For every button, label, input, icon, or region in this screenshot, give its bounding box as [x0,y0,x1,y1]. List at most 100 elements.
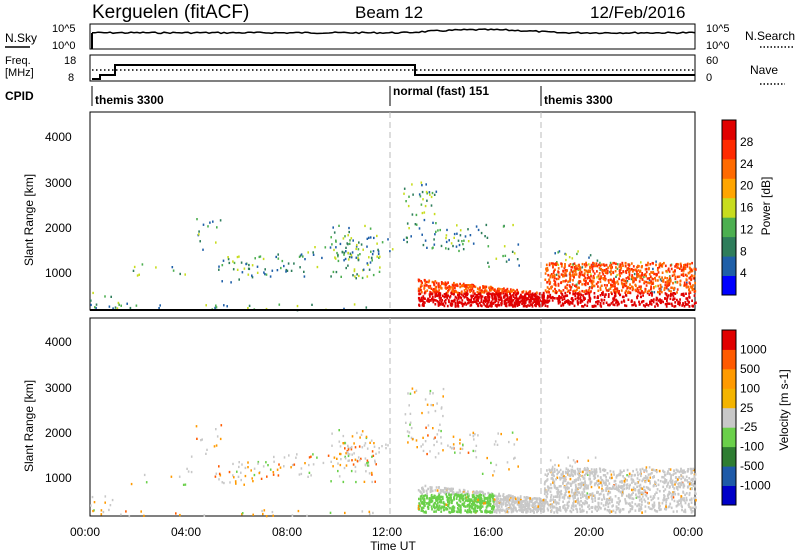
data-cell [649,291,652,295]
data-cell [608,501,611,505]
data-cell [552,471,554,475]
data-cell [599,280,602,284]
data-cell [635,304,637,307]
data-cell [438,303,441,306]
data-cell [525,496,528,500]
data-cell [195,425,198,428]
data-cell [542,294,545,298]
data-cell [440,429,442,433]
data-cell [190,470,193,474]
data-cell [262,512,264,516]
data-cell [227,256,229,259]
data-cell [587,282,589,285]
data-cell [594,264,597,267]
data-cell [450,304,453,307]
data-cell [431,295,434,299]
nave-tick-bottom: 0 [706,72,712,84]
data-cell [431,247,434,250]
data-cell [629,504,632,507]
data-cell [544,289,547,292]
data-cell [539,303,541,307]
data-cell [666,297,668,301]
data-cell [358,274,360,278]
data-cell [623,469,625,472]
data-cell [663,287,666,290]
data-cell [551,467,554,471]
data-cell [111,498,114,502]
data-cell [496,443,499,446]
data-cell [513,292,515,295]
data-cell [480,291,483,294]
data-cell [472,449,475,453]
data-cell [599,277,602,281]
data-cell [674,275,677,279]
data-cell [415,213,418,217]
data-cell [461,496,464,499]
data-cell [647,501,650,505]
data-cell [586,497,589,500]
data-cell [498,290,500,293]
data-cell [92,509,94,513]
data-cell [434,456,437,459]
data-cell [454,451,456,454]
data-cell [434,287,437,290]
data-cell [583,477,586,480]
data-cell [371,455,373,458]
data-cell [577,303,579,306]
data-cell [634,502,637,506]
data-cell [462,490,465,493]
data-cell [430,204,433,207]
data-cell [422,295,425,298]
data-cell [570,286,572,289]
data-cell [467,495,470,499]
data-cell [612,470,615,474]
data-cell [347,251,349,255]
data-cell [354,465,357,469]
data-cell [310,474,312,477]
data-cell [599,288,602,291]
data-cell [566,501,569,505]
data-cell [453,494,456,497]
data-cell [595,470,598,474]
data-cell [219,219,222,222]
data-cell [580,500,582,503]
data-cell [661,276,663,279]
data-cell [538,502,541,506]
data-cell [472,242,475,245]
data-cell [344,447,346,450]
data-cell [564,493,567,497]
data-cell [562,505,565,508]
data-cell [665,479,668,482]
data-cell [458,294,460,298]
data-cell [436,504,439,508]
data-cell [565,258,567,262]
data-cell [514,497,517,500]
data-cell [585,487,588,490]
data-cell [358,445,361,448]
data-cell [637,473,639,477]
data-cell [430,495,433,498]
data-cell [492,292,494,295]
data-cell [575,485,577,489]
data-cell [353,303,356,306]
data-cell [563,495,566,499]
data-cell [527,510,529,513]
data-cell [675,487,678,490]
data-cell [298,255,301,258]
data-cell [321,256,323,260]
data-cell [345,452,347,455]
data-cell [431,280,434,284]
data-cell [654,279,657,282]
data-cell [625,277,628,280]
data-cell [361,446,364,449]
data-cell [549,490,552,493]
data-cell [422,490,425,493]
data-cell [556,495,558,499]
data-cell [345,246,347,249]
data-cell [464,235,467,238]
data-cell [470,511,473,514]
data-cell [431,496,434,499]
data-cell [682,303,685,306]
data-cell [676,275,679,279]
colorbar-swatch [722,197,736,218]
